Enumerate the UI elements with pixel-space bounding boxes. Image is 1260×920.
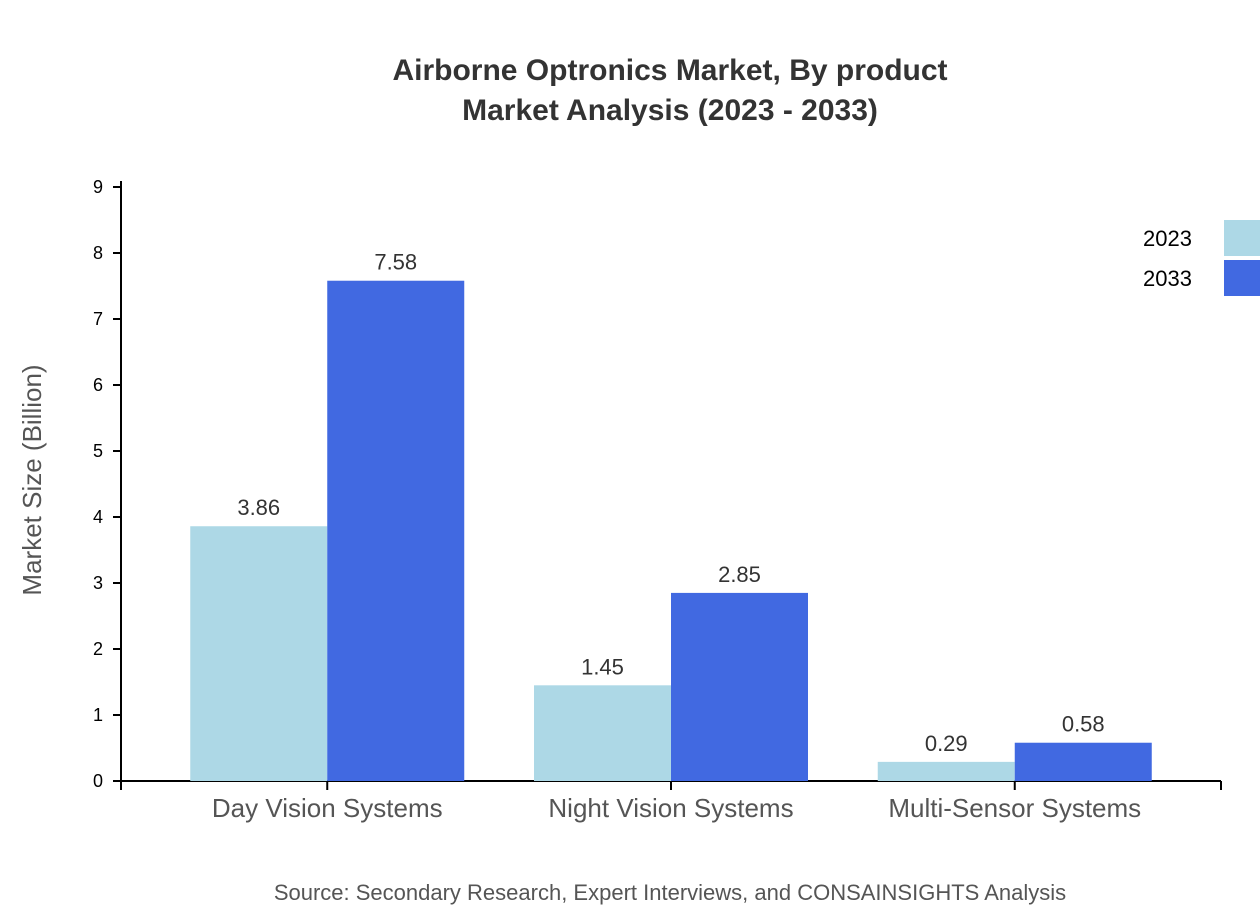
source-note: Source: Secondary Research, Expert Inter… <box>274 880 1066 905</box>
legend-label: 2033 <box>1143 266 1192 291</box>
axes: 0 1 2 3 4 5 6 7 8 9 Day Vision Systems Night Vision… <box>93 177 1222 823</box>
y-tick-label: 6 <box>93 375 103 395</box>
data-label: 1.45 <box>581 654 624 679</box>
bar-2033 <box>1014 742 1152 781</box>
y-tick-label: 4 <box>93 507 103 527</box>
bar-2033 <box>327 280 465 781</box>
x-tick-label: Day Vision Systems <box>212 793 443 823</box>
data-label: 0.58 <box>1062 712 1105 737</box>
bar-2033 <box>671 592 808 781</box>
bar-2023 <box>877 761 1015 781</box>
y-tick-label: 1 <box>93 705 103 725</box>
y-tick-label: 7 <box>93 309 103 329</box>
y-tick-label: 0 <box>93 771 103 791</box>
bar-2023 <box>534 685 671 781</box>
legend: 2023 2033 <box>1143 220 1260 296</box>
x-tick-label: Multi-Sensor Systems <box>888 793 1141 823</box>
chart-title: Airborne Optronics Market, By product <box>392 54 947 87</box>
legend-swatch <box>1224 220 1260 256</box>
bar-2023 <box>190 526 328 781</box>
legend-label: 2023 <box>1143 226 1192 251</box>
data-label: 0.29 <box>925 731 968 756</box>
data-label: 2.85 <box>718 562 761 587</box>
x-tick-label: Night Vision Systems <box>548 793 793 823</box>
y-tick-label: 2 <box>93 639 103 659</box>
legend-swatch <box>1224 260 1260 296</box>
data-label: 7.58 <box>374 250 417 275</box>
y-tick-label: 9 <box>93 177 103 197</box>
chart-subtitle: Market Analysis (2023 - 2033) <box>462 94 878 127</box>
y-tick-label: 8 <box>93 243 103 263</box>
y-tick-label: 5 <box>93 441 103 461</box>
y-tick-label: 3 <box>93 573 103 593</box>
bars: 3.86 7.58 1.45 2.85 0.29 0.58 <box>190 250 1152 781</box>
y-axis-label: Market Size (Billion) <box>17 364 47 595</box>
data-label: 3.86 <box>237 495 280 520</box>
